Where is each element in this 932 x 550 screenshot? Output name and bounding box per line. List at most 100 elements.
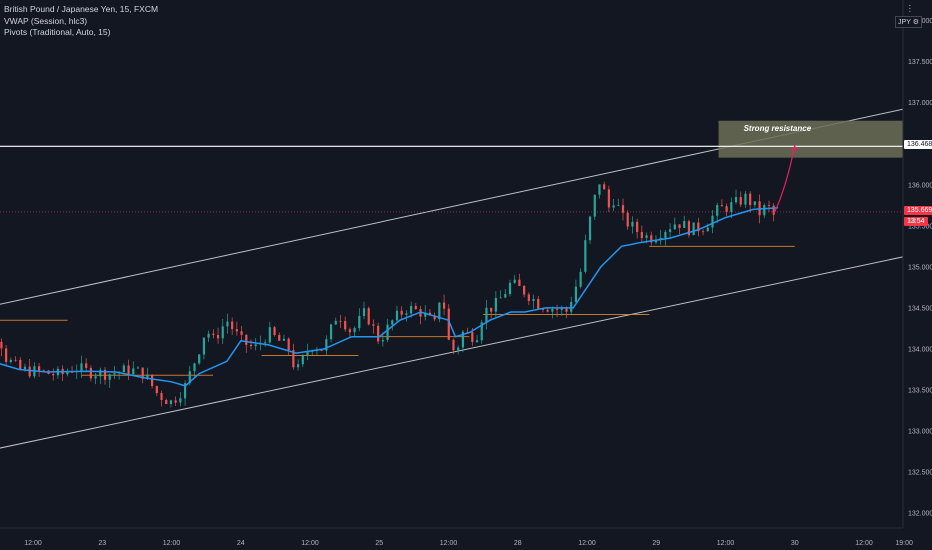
candle-body: [282, 338, 286, 341]
candle-body: [654, 239, 658, 243]
candle-body: [584, 240, 587, 272]
candle-body: [377, 325, 380, 342]
candle-body: [287, 338, 290, 351]
currency-label[interactable]: JPY ⚙: [895, 16, 922, 28]
candle-body: [763, 205, 766, 216]
countdown-tag: 13:54: [904, 216, 928, 226]
candle-body: [772, 205, 775, 215]
candle-body: [160, 393, 163, 400]
candle-body: [292, 350, 295, 368]
pivots-indicator-label[interactable]: Pivots (Traditional, Auto, 15): [4, 27, 111, 37]
price-axis-bg: [903, 0, 932, 550]
candle-body: [348, 329, 351, 333]
candle-body: [395, 310, 399, 321]
candle-body: [720, 205, 723, 207]
candle-body: [749, 193, 752, 205]
candle-body: [19, 359, 22, 370]
candle-body: [438, 302, 441, 320]
candle-body: [231, 321, 234, 330]
candle-body: [207, 333, 210, 338]
candle-body: [80, 363, 83, 371]
time-tick-label: 28: [514, 540, 522, 547]
candle-body: [673, 224, 676, 230]
candle-body: [165, 399, 168, 405]
candle-body: [66, 371, 69, 375]
candle-body: [329, 324, 333, 340]
candle-body: [339, 320, 342, 322]
resistance-price-tag: 136.468: [904, 140, 932, 150]
symbol-title[interactable]: British Pound / Japanese Yen, 15, FXCM: [4, 4, 159, 14]
candle-body: [499, 297, 502, 299]
candle-body: [386, 324, 389, 340]
candles: [0, 181, 775, 408]
vwap-indicator-label[interactable]: VWAP (Session, hlc3): [4, 15, 88, 26]
price-axis[interactable]: 132.000 132.500 133.000 133.500 134.000 134.5…: [902, 0, 932, 550]
candle-body: [683, 221, 686, 229]
candle-body: [273, 327, 276, 336]
candle-body: [593, 194, 596, 217]
price-tick-label: 135.500: [908, 223, 932, 230]
candle-body: [99, 369, 102, 377]
time-axis[interactable]: 12:00 23 12:00 24 12:00 25 12:00 28 12:00 29 12:00…: [0, 527, 913, 547]
candle-body: [617, 205, 620, 206]
candle-body: [216, 335, 220, 339]
candle-body: [697, 222, 700, 232]
price-tick-label: 135.000: [908, 264, 932, 271]
candle-body: [631, 221, 634, 227]
candle-body: [626, 212, 629, 227]
candle-body: [245, 334, 248, 345]
candle-body: [513, 279, 516, 283]
candle-body: [94, 376, 97, 379]
candle-body: [169, 400, 173, 405]
candle-body: [636, 221, 639, 233]
candle-body: [650, 235, 653, 243]
candle-body: [701, 231, 705, 233]
candle-body: [362, 308, 366, 316]
candle-body: [570, 301, 573, 312]
candle-body: [202, 337, 206, 355]
candle-body: [490, 307, 493, 312]
candle-body: [716, 205, 719, 216]
resistance-zone-box[interactable]: [718, 120, 927, 158]
candle-body: [306, 351, 309, 356]
candle-body: [753, 201, 756, 205]
candle-body: [254, 344, 257, 347]
candle-body: [555, 309, 559, 310]
candle-body: [598, 184, 601, 195]
price-tick-label: 137.500: [908, 59, 932, 66]
candle-body: [141, 367, 144, 379]
resistance-label[interactable]: Strong resistance: [743, 123, 812, 133]
candle-body: [424, 312, 427, 317]
candle-body: [734, 197, 738, 203]
candle-body: [532, 298, 535, 302]
candle-body: [457, 347, 460, 351]
candle-body: [447, 308, 450, 340]
channel-lower-line[interactable]: [0, 250, 932, 455]
time-tick-label: 12:00: [717, 540, 735, 547]
time-tick-label: 12:00: [163, 540, 181, 547]
candle-body: [612, 205, 615, 208]
partial-price-label: 13: [908, 217, 916, 225]
last-price-tag: 135.669: [904, 205, 932, 215]
candle-body: [480, 322, 483, 341]
price-tick-label: 133.000: [908, 429, 932, 436]
candle-body: [212, 333, 215, 336]
candle-body: [235, 329, 238, 332]
candle-body: [640, 232, 643, 239]
more-options-icon[interactable]: ⋮: [905, 3, 915, 13]
candle-body: [113, 373, 116, 375]
candle-body: [132, 368, 135, 375]
candle-body: [344, 321, 347, 330]
candle-body: [183, 383, 187, 399]
candle-body: [504, 294, 507, 298]
candle-body: [565, 308, 568, 312]
arrow-head-icon: [790, 145, 798, 151]
time-tick-label: 12:00: [440, 540, 458, 547]
candle-body: [358, 315, 361, 329]
resistance-zone[interactable]: [0, 120, 927, 213]
candle-body: [42, 370, 45, 372]
candle-body: [301, 355, 304, 365]
price-tick-label: 134.500: [908, 305, 932, 312]
candle-body: [103, 369, 107, 380]
